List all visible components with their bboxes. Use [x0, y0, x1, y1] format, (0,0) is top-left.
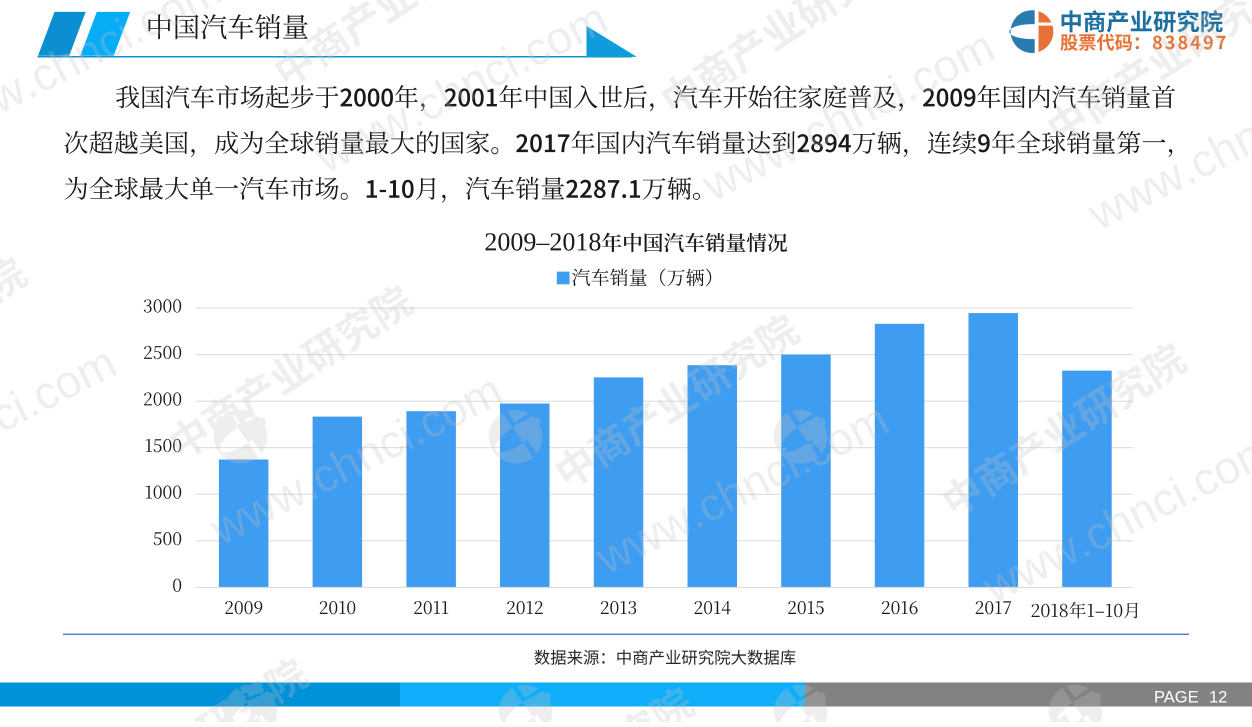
svg-text:PAGE: PAGE — [1154, 688, 1199, 706]
svg-text:12: 12 — [1209, 688, 1227, 706]
